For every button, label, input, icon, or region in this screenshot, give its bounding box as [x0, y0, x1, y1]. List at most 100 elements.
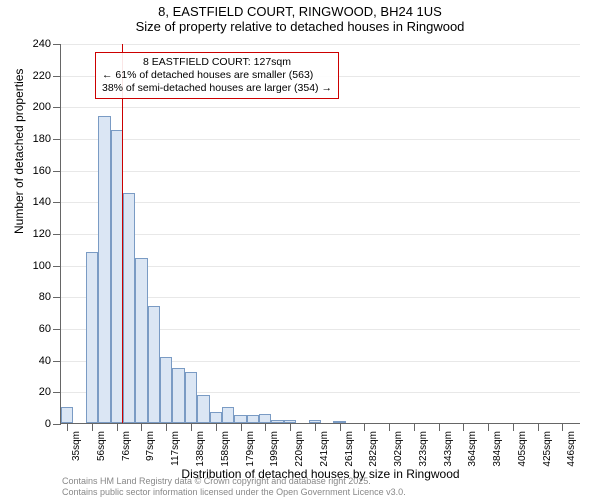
y-tick-label: 160	[33, 165, 51, 177]
x-tick-label: 117sqm	[170, 431, 181, 466]
x-tick	[538, 423, 539, 431]
histogram-bar	[148, 306, 160, 423]
y-tick	[53, 44, 61, 45]
x-tick-label: 179sqm	[245, 431, 256, 467]
x-tick-label: 302sqm	[393, 431, 404, 467]
histogram-bar	[135, 258, 147, 423]
gridline	[61, 139, 580, 140]
histogram-bar	[234, 415, 246, 423]
x-tick-label: 220sqm	[294, 431, 305, 467]
x-tick	[241, 423, 242, 431]
x-tick-label: 405sqm	[517, 431, 528, 467]
x-tick	[488, 423, 489, 431]
x-tick	[67, 423, 68, 431]
histogram-bar	[259, 414, 271, 424]
y-tick	[53, 234, 61, 235]
histogram-bar	[123, 193, 135, 423]
histogram-bar	[210, 412, 222, 423]
y-tick-label: 100	[33, 260, 51, 272]
reference-line	[122, 44, 123, 423]
gridline	[61, 234, 580, 235]
x-tick	[216, 423, 217, 431]
y-tick-label: 60	[39, 323, 51, 335]
histogram-bar	[247, 415, 259, 423]
y-tick	[53, 202, 61, 203]
y-tick	[53, 76, 61, 77]
x-tick	[340, 423, 341, 431]
x-tick-label: 241sqm	[319, 431, 330, 467]
x-tick	[141, 423, 142, 431]
y-axis-label: Number of detached properties	[12, 69, 26, 234]
histogram-bar	[185, 372, 197, 423]
footer-attribution: Contains HM Land Registry data © Crown c…	[62, 476, 406, 497]
x-tick	[315, 423, 316, 431]
histogram-bar	[61, 407, 73, 423]
histogram-bar	[98, 116, 110, 423]
y-tick-label: 20	[39, 386, 51, 398]
y-tick-label: 140	[33, 196, 51, 208]
gridline	[61, 202, 580, 203]
x-tick	[265, 423, 266, 431]
histogram-bar	[86, 252, 98, 423]
y-tick	[53, 139, 61, 140]
x-tick	[562, 423, 563, 431]
footer-line2: Contains public sector information licen…	[62, 487, 406, 497]
annotation-box: 8 EASTFIELD COURT: 127sqm← 61% of detach…	[95, 52, 339, 99]
y-tick-label: 120	[33, 228, 51, 240]
x-tick-label: 446sqm	[566, 431, 577, 467]
y-tick	[53, 171, 61, 172]
y-tick-label: 180	[33, 133, 51, 145]
annotation-title: 8 EASTFIELD COURT: 127sqm	[102, 56, 332, 69]
x-tick-label: 76sqm	[121, 431, 132, 461]
y-tick-label: 200	[33, 101, 51, 113]
chart-container: 8, EASTFIELD COURT, RINGWOOD, BH24 1US S…	[0, 0, 600, 500]
x-tick	[117, 423, 118, 431]
x-tick	[166, 423, 167, 431]
title-subtitle: Size of property relative to detached ho…	[0, 19, 600, 34]
y-tick-label: 40	[39, 355, 51, 367]
x-tick	[389, 423, 390, 431]
histogram-bar	[160, 357, 172, 424]
x-tick-label: 364sqm	[467, 431, 478, 467]
y-tick	[53, 107, 61, 108]
histogram-bar	[222, 407, 234, 423]
y-tick-label: 240	[33, 38, 51, 50]
x-tick-label: 323sqm	[418, 431, 429, 467]
x-tick	[463, 423, 464, 431]
plot-area: 02040608010012014016018020022024035sqm56…	[60, 44, 580, 424]
x-tick-label: 343sqm	[443, 431, 454, 467]
x-tick	[414, 423, 415, 431]
y-tick	[53, 392, 61, 393]
title-block: 8, EASTFIELD COURT, RINGWOOD, BH24 1US S…	[0, 0, 600, 34]
y-tick-label: 80	[39, 291, 51, 303]
annotation-larger: 38% of semi-detached houses are larger (…	[102, 82, 332, 95]
y-tick	[53, 361, 61, 362]
histogram-bar	[172, 368, 184, 423]
footer-line1: Contains HM Land Registry data © Crown c…	[62, 476, 406, 486]
x-tick-label: 261sqm	[344, 431, 355, 467]
y-tick	[53, 297, 61, 298]
gridline	[61, 107, 580, 108]
x-tick-label: 35sqm	[71, 431, 82, 461]
x-tick	[191, 423, 192, 431]
gridline	[61, 171, 580, 172]
x-tick-label: 282sqm	[368, 431, 379, 467]
y-tick	[53, 424, 61, 425]
x-tick-label: 97sqm	[145, 431, 156, 461]
x-tick	[513, 423, 514, 431]
x-tick-label: 56sqm	[96, 431, 107, 461]
x-tick-label: 425sqm	[542, 431, 553, 467]
histogram-bar	[271, 420, 283, 423]
gridline	[61, 44, 580, 45]
y-tick	[53, 329, 61, 330]
histogram-bar	[197, 395, 209, 424]
x-tick	[439, 423, 440, 431]
title-address: 8, EASTFIELD COURT, RINGWOOD, BH24 1US	[0, 4, 600, 19]
x-tick-label: 199sqm	[269, 431, 280, 467]
x-tick	[364, 423, 365, 431]
x-tick-label: 158sqm	[220, 431, 231, 467]
annotation-smaller: ← 61% of detached houses are smaller (56…	[102, 69, 332, 82]
x-tick-label: 384sqm	[492, 431, 503, 467]
y-tick-label: 0	[45, 418, 51, 430]
y-tick	[53, 266, 61, 267]
